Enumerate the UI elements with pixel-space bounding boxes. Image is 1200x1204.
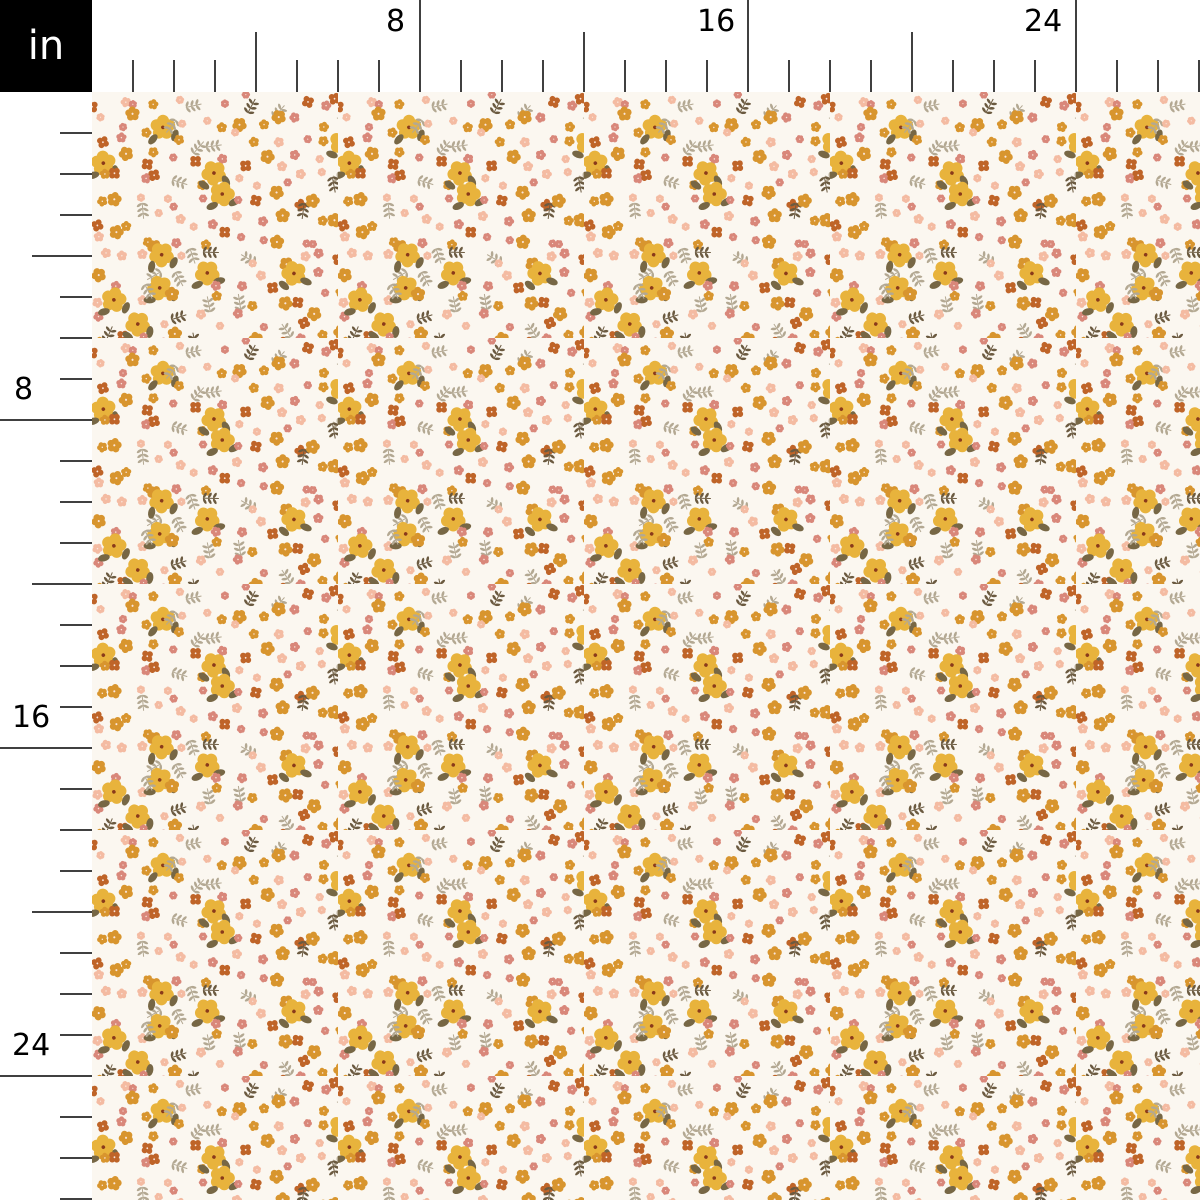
ruler-left [0,132,92,1200]
fabric-swatch [92,92,1200,1200]
ruler-top-label: 8 [386,4,406,39]
ruler-top-label: 16 [697,4,736,39]
floral-pattern [92,92,1200,1200]
ruler-left-label: 24 [12,1028,51,1063]
ruler-left-label: 8 [14,372,34,407]
ruler-top-label: 24 [1024,4,1063,39]
ruler-left-label: 16 [12,700,51,735]
ruler-top [132,0,1200,92]
unit-badge: in [0,0,92,92]
